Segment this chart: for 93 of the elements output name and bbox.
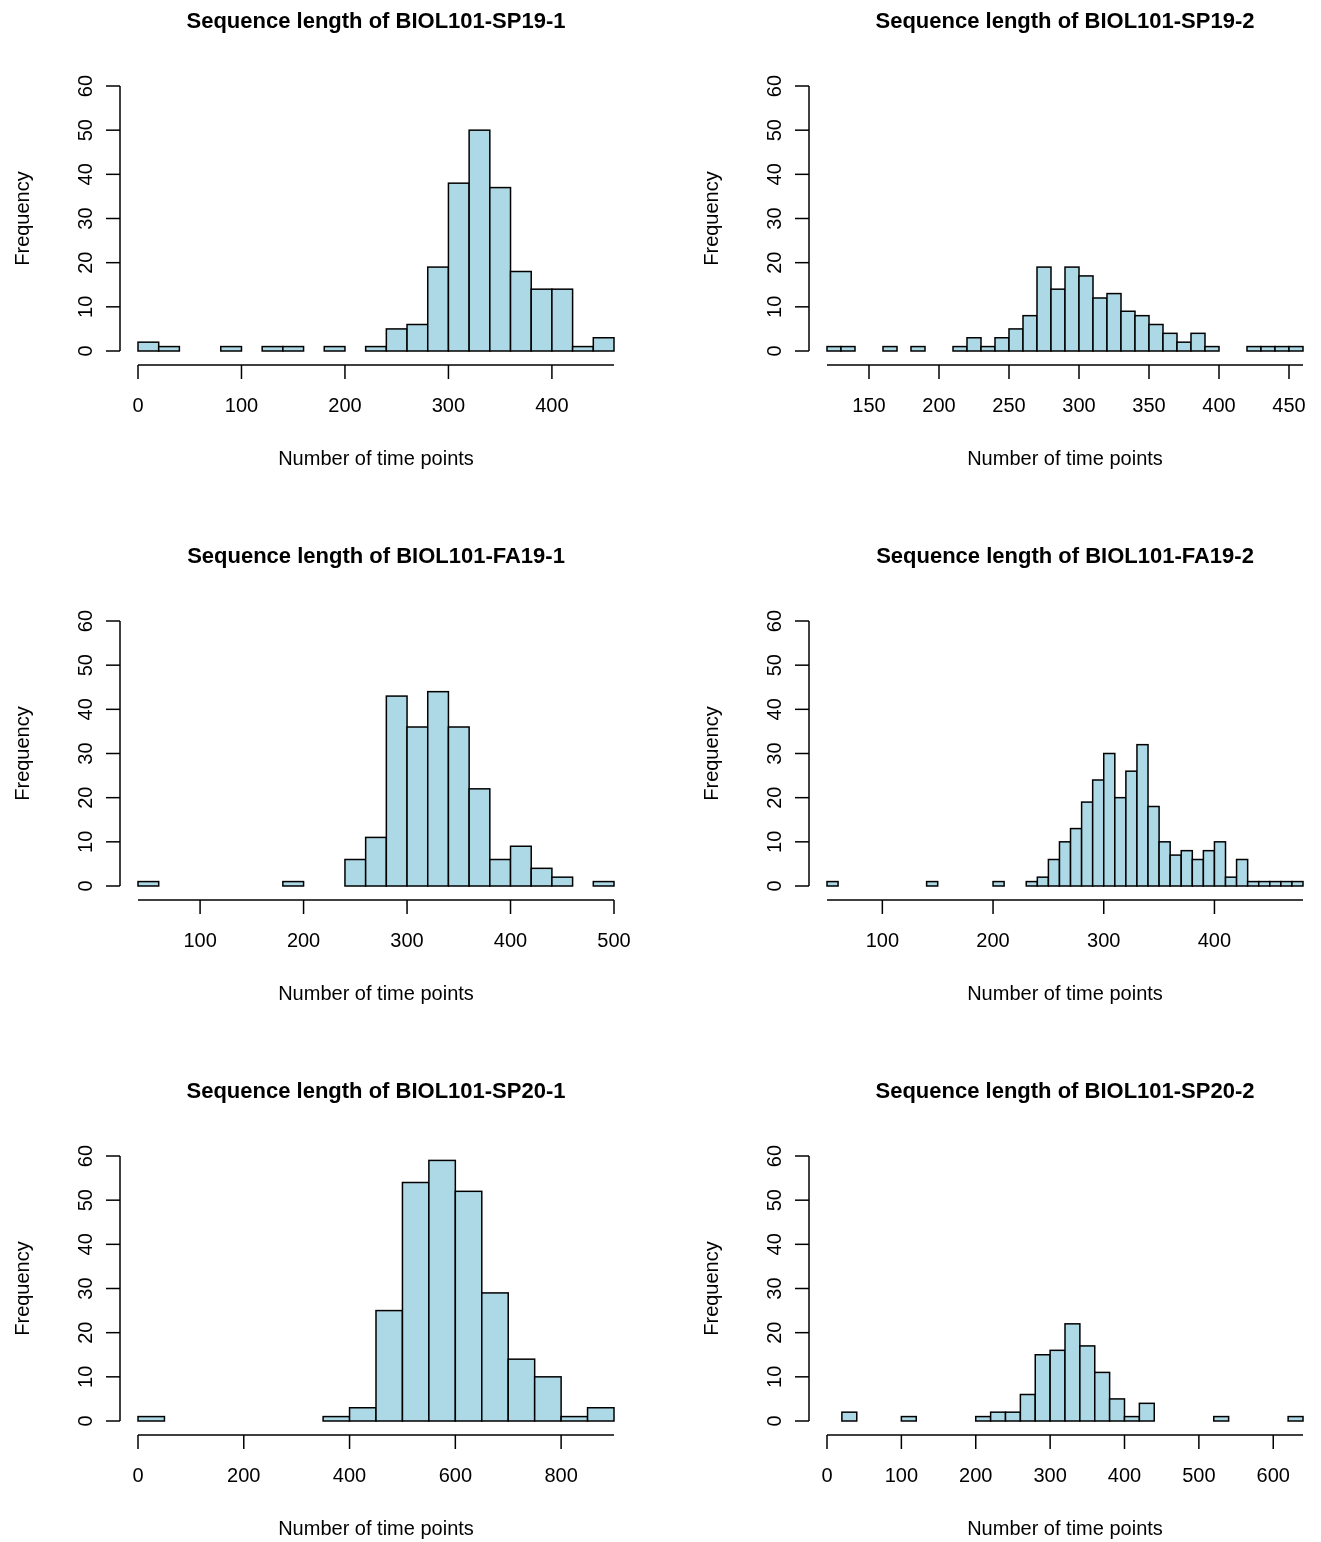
y-tick-label: 20 <box>74 251 96 274</box>
chart-title: Sequence length of BIOL101-FA19-2 <box>876 543 1254 568</box>
y-tick-label: 20 <box>763 1321 785 1344</box>
y-tick-label: 40 <box>763 163 785 186</box>
y-tick-label: 40 <box>74 163 96 186</box>
y-tick-label: 40 <box>763 698 785 721</box>
y-axis-title: Frequency <box>700 706 722 801</box>
x-tick-label: 300 <box>1062 394 1096 416</box>
x-tick-label: 400 <box>1202 394 1236 416</box>
x-tick-label: 400 <box>332 1464 367 1486</box>
y-axis-title: Frequency <box>11 706 33 801</box>
x-tick-label: 0 <box>821 1464 833 1486</box>
y-tick-label: 20 <box>763 786 785 809</box>
x-tick-label: 200 <box>328 394 362 416</box>
chart-title: Sequence length of BIOL101-SP20-1 <box>186 1078 566 1103</box>
chart-title: Sequence length of BIOL101-FA19-1 <box>187 543 565 568</box>
y-tick-label: 0 <box>763 345 785 357</box>
x-tick-label: 600 <box>1256 1464 1290 1486</box>
x-axis-title: Number of time points <box>278 1517 474 1539</box>
x-tick-label: 100 <box>224 394 259 416</box>
y-tick-label: 0 <box>74 345 96 357</box>
x-axis-title: Number of time points <box>278 982 474 1004</box>
x-tick-label: 800 <box>544 1464 578 1486</box>
chart-title: Sequence length of BIOL101-SP19-2 <box>875 8 1255 33</box>
y-tick-label: 50 <box>74 1189 96 1212</box>
x-axis-title: Number of time points <box>967 447 1163 469</box>
x-tick-label: 400 <box>535 394 569 416</box>
y-tick-label: 30 <box>763 742 785 765</box>
x-tick-label: 0 <box>132 394 144 416</box>
x-tick-label: 350 <box>1132 394 1166 416</box>
x-tick-label: 150 <box>852 394 886 416</box>
y-axis-title: Frequency <box>11 1241 33 1336</box>
y-axis-title: Frequency <box>700 171 722 266</box>
y-tick-label: 20 <box>74 786 96 809</box>
x-tick-label: 400 <box>1107 1464 1142 1486</box>
y-tick-label: 50 <box>74 654 96 677</box>
y-tick-label: 60 <box>763 609 785 633</box>
x-tick-label: 500 <box>597 929 631 951</box>
y-tick-label: 10 <box>763 830 785 853</box>
x-axis-title: Number of time points <box>967 982 1163 1004</box>
x-tick-label: 100 <box>865 929 900 951</box>
x-tick-label: 200 <box>976 929 1010 951</box>
x-tick-label: 100 <box>183 929 217 951</box>
y-tick-label: 40 <box>74 698 96 721</box>
y-tick-label: 30 <box>763 1277 785 1300</box>
chart-title: Sequence length of BIOL101-SP19-1 <box>186 8 566 33</box>
x-tick-label: 300 <box>1087 929 1121 951</box>
y-tick-label: 10 <box>74 295 96 318</box>
x-tick-label: 500 <box>1182 1464 1216 1486</box>
x-tick-label: 0 <box>132 1464 144 1486</box>
y-tick-label: 60 <box>763 74 785 98</box>
x-axis-title: Number of time points <box>278 447 474 469</box>
y-axis-title: Frequency <box>700 1241 722 1336</box>
x-tick-label: 300 <box>1033 1464 1067 1486</box>
y-tick-label: 0 <box>74 880 96 892</box>
y-tick-label: 30 <box>74 1277 96 1300</box>
y-tick-label: 10 <box>74 830 96 853</box>
y-tick-label: 0 <box>763 880 785 892</box>
x-tick-label: 200 <box>922 394 956 416</box>
x-tick-label: 250 <box>992 394 1026 416</box>
y-tick-label: 60 <box>74 1144 96 1168</box>
y-tick-label: 50 <box>763 119 785 142</box>
y-tick-label: 30 <box>74 207 96 230</box>
y-tick-label: 30 <box>763 207 785 230</box>
x-tick-label: 400 <box>493 929 528 951</box>
x-tick-label: 200 <box>959 1464 993 1486</box>
y-tick-label: 10 <box>763 1365 785 1388</box>
y-tick-label: 40 <box>74 1233 96 1256</box>
x-tick-label: 200 <box>227 1464 261 1486</box>
y-tick-label: 10 <box>74 1365 96 1388</box>
y-tick-label: 50 <box>763 654 785 677</box>
x-tick-label: 100 <box>884 1464 919 1486</box>
y-tick-label: 50 <box>763 1189 785 1212</box>
x-tick-label: 450 <box>1272 394 1306 416</box>
y-tick-label: 60 <box>74 74 96 98</box>
y-axis-title: Frequency <box>11 171 33 266</box>
y-tick-label: 20 <box>74 1321 96 1344</box>
y-tick-label: 30 <box>74 742 96 765</box>
y-tick-label: 60 <box>763 1144 785 1168</box>
y-tick-label: 20 <box>763 251 785 274</box>
y-tick-label: 40 <box>763 1233 785 1256</box>
chart-title: Sequence length of BIOL101-SP20-2 <box>875 1078 1255 1103</box>
x-axis-title: Number of time points <box>967 1517 1163 1539</box>
y-tick-label: 60 <box>74 609 96 633</box>
y-tick-label: 0 <box>763 1415 785 1427</box>
x-tick-label: 400 <box>1197 929 1232 951</box>
x-tick-label: 300 <box>431 394 466 416</box>
y-tick-label: 10 <box>763 295 785 318</box>
x-tick-label: 200 <box>286 929 321 951</box>
y-tick-label: 50 <box>74 119 96 142</box>
y-tick-label: 0 <box>74 1415 96 1427</box>
x-tick-label: 300 <box>390 929 424 951</box>
x-tick-label: 600 <box>438 1464 473 1486</box>
